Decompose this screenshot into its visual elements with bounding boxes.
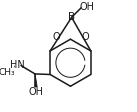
Polygon shape bbox=[35, 74, 37, 87]
Text: CH₃: CH₃ bbox=[0, 68, 15, 77]
Text: OH: OH bbox=[28, 87, 43, 97]
Text: HN: HN bbox=[10, 60, 25, 70]
Text: O: O bbox=[53, 32, 60, 42]
Text: B: B bbox=[68, 12, 75, 22]
Text: OH: OH bbox=[79, 2, 94, 12]
Text: O: O bbox=[81, 32, 89, 42]
